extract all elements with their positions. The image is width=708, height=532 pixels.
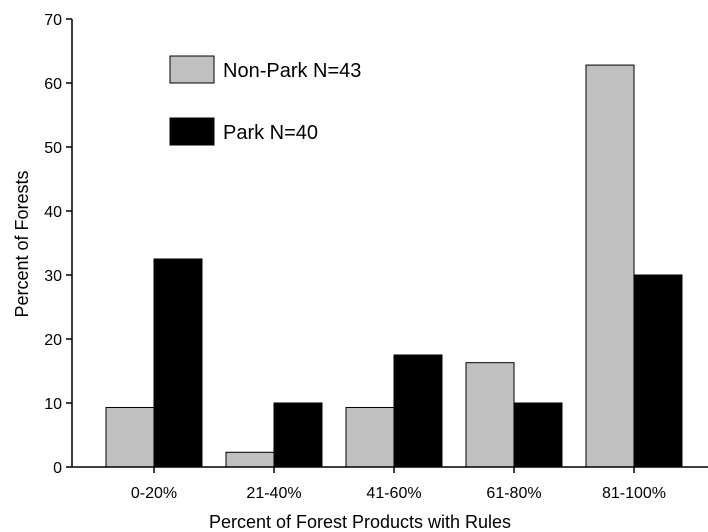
x-tick-label: 0-20% bbox=[131, 485, 177, 502]
x-tick-label: 21-40% bbox=[246, 485, 301, 502]
y-tick-label: 30 bbox=[44, 268, 62, 285]
legend-label-non-park: Non-Park N=43 bbox=[223, 60, 361, 82]
y-tick-label: 10 bbox=[44, 396, 62, 413]
legend-swatch-non-park bbox=[169, 55, 215, 84]
bar-park-1 bbox=[153, 258, 203, 468]
y-tick-label: 40 bbox=[44, 204, 62, 221]
legend-swatch-park bbox=[169, 117, 215, 146]
legend: Non-Park N=43 Park N=40 bbox=[169, 55, 361, 146]
bars bbox=[105, 64, 683, 468]
x-tick-label: 61-80% bbox=[486, 485, 541, 502]
legend-item-park: Park N=40 bbox=[169, 117, 318, 146]
legend-item-non-park: Non-Park N=43 bbox=[169, 55, 361, 84]
y-tick-label: 70 bbox=[44, 12, 62, 29]
bar-non-park-3 bbox=[345, 406, 395, 468]
y-axis-label: Percent of Forests bbox=[12, 170, 32, 317]
bar-park-5 bbox=[633, 274, 683, 468]
bar-non-park-4 bbox=[465, 362, 515, 468]
x-tick-label: 41-60% bbox=[366, 485, 421, 502]
y-tick-label: 60 bbox=[44, 76, 62, 93]
legend-label-park: Park N=40 bbox=[223, 122, 318, 144]
x-tick-label: 81-100% bbox=[602, 485, 666, 502]
y-tick-label: 50 bbox=[44, 140, 62, 157]
x-axis-ticks: 0-20% 21-40% 41-60% 61-80% 81-100% bbox=[131, 467, 666, 502]
y-axis-ticks: 0 10 20 30 40 50 60 70 bbox=[44, 12, 72, 477]
bar-non-park-2 bbox=[225, 451, 275, 468]
bar-non-park-1 bbox=[105, 406, 155, 468]
y-tick-label: 20 bbox=[44, 332, 62, 349]
bar-park-3 bbox=[393, 354, 443, 468]
x-axis-label: Percent of Forest Products with Rules bbox=[209, 512, 511, 532]
bar-park-2 bbox=[273, 402, 323, 468]
bar-park-4 bbox=[513, 402, 563, 468]
bar-non-park-5 bbox=[585, 64, 635, 468]
y-tick-label: 0 bbox=[53, 460, 62, 477]
